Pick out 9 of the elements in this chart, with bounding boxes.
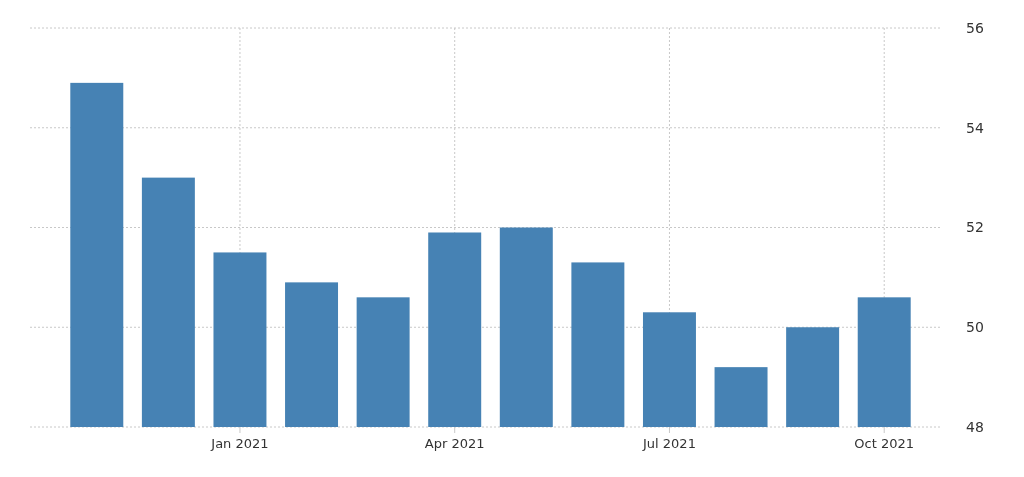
y-tick-label: 52 (966, 219, 984, 236)
y-tick-label: 48 (966, 418, 984, 435)
y-tick-label: 54 (966, 119, 984, 136)
x-tick-label: Jul 2021 (642, 436, 696, 451)
x-tick-label: Oct 2021 (854, 436, 915, 451)
x-tick-label: Apr 2021 (424, 436, 485, 451)
y-tick-label: 50 (966, 319, 984, 336)
x-tick-label: Jan 2021 (210, 436, 269, 451)
y-tick-label: 56 (966, 19, 984, 36)
